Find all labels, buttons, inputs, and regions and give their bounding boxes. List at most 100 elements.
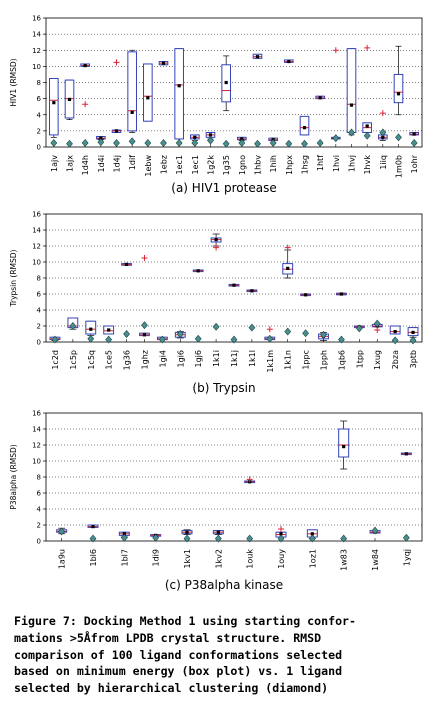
y-tick-label: 12: [32, 47, 41, 55]
y-tick-label: 10: [32, 63, 41, 71]
y-tick-label: 8: [37, 79, 41, 87]
x-tick-label: 1hvj: [348, 155, 357, 172]
mean-marker: [122, 532, 126, 536]
diamond-marker: [320, 330, 327, 339]
diamond-marker: [58, 527, 66, 536]
plus-marker: [246, 476, 253, 483]
mean-marker: [232, 283, 236, 287]
plus-marker: [278, 526, 284, 532]
diamond-marker: [363, 131, 371, 140]
diamond-marker: [51, 335, 59, 344]
y-tick-label: 12: [32, 243, 41, 251]
y-tick-label: 6: [37, 291, 42, 299]
diamond-marker: [69, 322, 77, 330]
plus-marker: [332, 47, 339, 54]
diamond-marker: [340, 534, 348, 543]
x-tick-label: 1hvi: [332, 155, 341, 172]
diamond-marker: [248, 323, 256, 332]
y-tick-label: 4: [37, 111, 42, 119]
x-tick-label: 1k1n: [284, 350, 293, 370]
y-tick-label: 16: [32, 211, 41, 219]
box: [338, 428, 350, 458]
x-tick-label: 1xug: [373, 350, 382, 370]
x-tick-label: 1bl6: [89, 549, 98, 566]
box: [299, 115, 310, 136]
x-tick-label: 1k1j: [230, 350, 239, 367]
x-tick-label: 1g35: [222, 155, 231, 175]
x-tick-label: 1m0b: [395, 155, 404, 178]
x-tick-label: 1ebw: [144, 155, 153, 177]
mean-marker: [214, 238, 218, 242]
x-tick-label: 1a9u: [58, 549, 67, 569]
mean-marker: [89, 327, 93, 331]
mean-marker: [286, 266, 290, 270]
y-tick-label: 2: [37, 323, 41, 331]
y-tick-label: 14: [32, 227, 41, 235]
y-tick-label: 4: [37, 506, 42, 514]
y-tick-label: 2: [37, 127, 41, 135]
mean-marker: [130, 110, 134, 114]
plus-marker: [141, 255, 148, 261]
panel-caption: (a) HIV1 protease: [171, 181, 276, 195]
x-tick-label: 1dif: [128, 155, 137, 170]
x-tick-label: 1iiq: [379, 155, 388, 170]
diamond-marker: [316, 139, 324, 147]
mean-marker: [365, 124, 369, 128]
mean-marker: [208, 133, 213, 137]
y-tick-label: 0: [37, 144, 41, 152]
mean-marker: [67, 97, 72, 102]
x-tick-label: 1yqj: [402, 549, 411, 566]
diamond-marker: [338, 335, 345, 344]
diamond-marker: [66, 139, 73, 148]
diamond-marker: [89, 534, 97, 543]
y-axis-label: HIV1 (RMSD): [9, 58, 18, 106]
x-tick-label: 2bza: [391, 350, 400, 369]
diamond-marker: [391, 336, 399, 345]
x-tick-label: 1htf: [316, 155, 325, 171]
x-tick-label: 1g36: [123, 350, 132, 370]
x-tick-label: 1hpx: [285, 155, 294, 175]
mean-marker: [404, 452, 408, 456]
mean-marker: [339, 292, 344, 296]
x-tick-label: 1hbv: [254, 155, 263, 175]
diamond-marker: [120, 533, 128, 542]
mean-marker: [99, 136, 103, 140]
diamond-marker: [113, 139, 120, 147]
figure-caption-line: mations >5Åfrom LPDB crystal structure. …: [14, 630, 322, 645]
x-tick-label: 1ec1: [191, 155, 200, 175]
panel-hiv1-protease: 0 2 4 6 8 10 12 14 16 HIV1 (RMSD) 1ajv 1ajx 1d4h 1d4i…: [9, 15, 423, 195]
x-tick-label: 3ptb: [409, 350, 418, 368]
y-axis-label: P38alpha (RMSD): [9, 444, 18, 509]
diamond-marker: [266, 334, 274, 343]
box: [393, 73, 404, 104]
diamond-marker: [141, 321, 148, 330]
mean-marker: [52, 101, 56, 105]
mean-marker: [185, 530, 189, 534]
plus-marker: [113, 59, 120, 66]
box: [174, 48, 184, 140]
mean-marker: [124, 262, 129, 266]
x-tick-label: 1ppc: [302, 350, 311, 370]
x-tick-label: 1qb6: [337, 350, 346, 370]
diamond-marker: [175, 139, 183, 147]
x-tick-label: 1ajx: [66, 155, 75, 172]
mean-marker: [240, 137, 244, 141]
diamond-marker: [409, 336, 417, 345]
figure-caption-line: based on minimum energy (box plot) vs. 1…: [14, 664, 343, 679]
plus-marker: [266, 326, 273, 333]
diamond-marker: [355, 324, 363, 333]
mean-marker: [396, 92, 401, 96]
diamond-marker: [50, 139, 58, 147]
diamond-marker: [277, 534, 285, 543]
diamond-marker: [230, 335, 238, 344]
mean-marker: [224, 80, 228, 85]
mean-marker: [161, 61, 166, 65]
mean-marker: [381, 135, 385, 139]
plot-frame: [45, 213, 423, 343]
diamond-marker: [301, 139, 308, 148]
diamond-marker: [308, 534, 316, 543]
diamond-marker: [212, 322, 220, 331]
x-tick-label: 1tpp: [355, 350, 364, 368]
y-tick-label: 6: [37, 490, 42, 498]
diamond-marker: [410, 139, 418, 147]
